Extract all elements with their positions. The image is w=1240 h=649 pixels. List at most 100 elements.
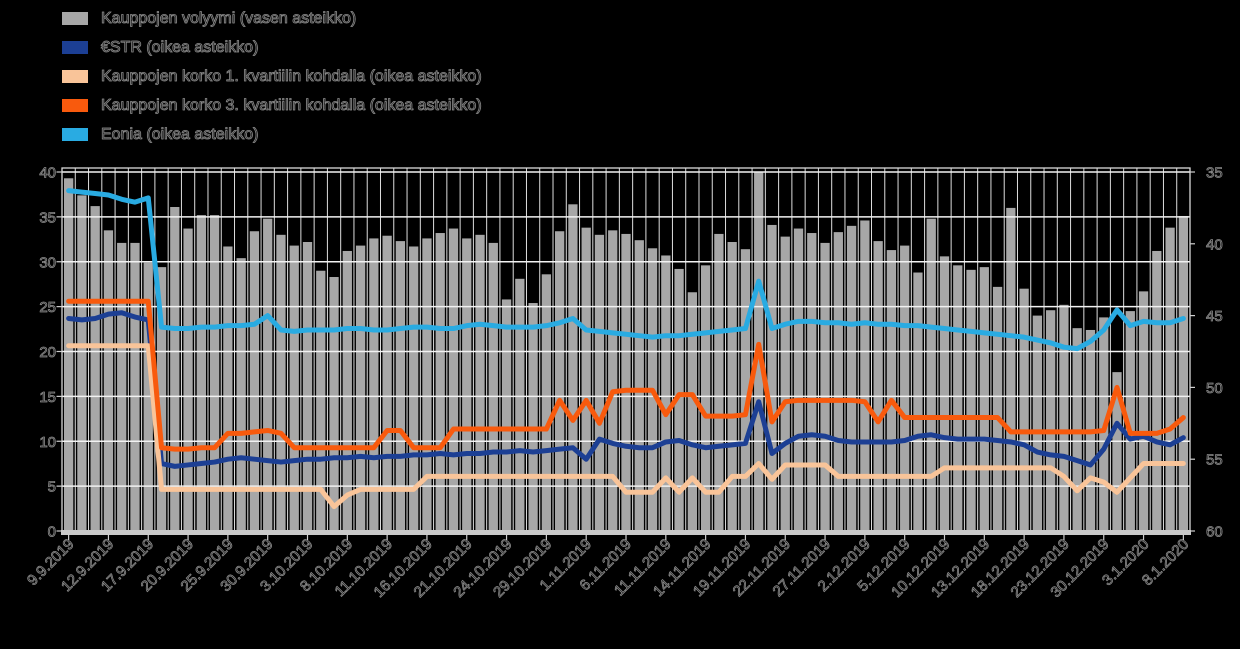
volume-bar: [196, 215, 206, 531]
volume-bar: [913, 272, 923, 531]
volume-bar: [90, 206, 100, 531]
volume-bar: [767, 224, 777, 531]
right-axis-tick: 40: [1206, 236, 1223, 253]
volume-bar: [1006, 207, 1016, 531]
legend-swatch-icon: [62, 128, 88, 141]
legend-label: Eonia (oikea asteikko): [101, 125, 259, 143]
volume-bar: [939, 256, 950, 531]
volume-bar: [435, 233, 445, 531]
volume-bar: [687, 292, 697, 531]
volume-bar: [634, 240, 644, 531]
volume-bar: [209, 215, 220, 531]
left-axis-tick: 15: [39, 389, 56, 406]
volume-bar: [77, 195, 87, 531]
x-axis-labels: 9.9.201912.9.201917.9.201920.9.201925.9.…: [24, 535, 1193, 601]
legend-item: Kauppojen korko 1. kvartiilin kohdalla (…: [62, 62, 482, 91]
volume-bar: [329, 277, 339, 531]
right-axis-tick: 45: [1206, 308, 1223, 325]
legend-swatch-icon: [62, 41, 88, 54]
volume-bar: [488, 242, 498, 531]
line-q1: [66, 343, 1186, 510]
right-axis-tick: 35: [1206, 165, 1223, 182]
volume-bar: [130, 242, 140, 531]
right-axis-tick: 60: [1206, 524, 1223, 541]
volume-bar: [117, 242, 127, 531]
legend-item: Kauppojen volyymi (vasen asteikko): [62, 4, 482, 33]
volume-bar: [409, 246, 419, 532]
volume-bar: [992, 286, 1003, 531]
volume-bar: [448, 228, 459, 532]
volume-bar: [1112, 372, 1122, 531]
bars-series: [64, 172, 1188, 532]
legend-item: Kauppojen korko 3. kvartiilin kohdalla (…: [62, 91, 482, 120]
legend-label: €STR (oikea asteikko): [101, 38, 259, 56]
volume-bar: [700, 265, 711, 531]
volume-bar: [1032, 315, 1043, 531]
legend-swatch-icon: [62, 99, 88, 112]
legend-item: €STR (oikea asteikko): [62, 33, 482, 62]
volume-bar: [475, 234, 485, 531]
volume-bar: [979, 267, 989, 531]
volume-bar: [528, 303, 538, 531]
line-q3: [66, 298, 1186, 452]
volume-bar: [1138, 291, 1149, 531]
right-axis-tick: 55: [1206, 452, 1223, 469]
left-axis-tick: 20: [39, 344, 56, 361]
volume-bar: [183, 228, 193, 532]
volume-bar: [263, 218, 273, 532]
volume-bar: [170, 207, 180, 531]
volume-bar: [953, 265, 963, 531]
left-axis-tick: 0: [48, 524, 56, 541]
line-eonia: [66, 188, 1186, 352]
volume-bar: [1152, 250, 1162, 532]
volume-bar: [846, 225, 857, 531]
x-axis-line: [61, 530, 1191, 535]
volume-bar: [103, 230, 114, 531]
legend-swatch-icon: [62, 12, 88, 25]
volume-bar: [64, 178, 74, 531]
left-axis-tick: 30: [39, 254, 56, 271]
chart-legend: Kauppojen volyymi (vasen asteikko) €STR (…: [62, 4, 482, 149]
volume-bar: [793, 228, 804, 532]
volume-bar: [820, 242, 830, 531]
vertical-gridlines: [61, 168, 1191, 531]
volume-bar: [382, 235, 392, 531]
volume-bar: [1019, 288, 1029, 531]
volume-bar: [342, 250, 352, 532]
volume-bar: [674, 268, 684, 531]
volume-bar: [422, 238, 432, 532]
volume-bar: [594, 234, 605, 531]
left-axis-tick: 35: [39, 209, 56, 226]
volume-bar: [661, 255, 671, 531]
volume-bar: [302, 242, 313, 531]
line-estr: [66, 310, 1186, 469]
volume-bar: [515, 278, 525, 531]
left-axis-tick: 10: [39, 434, 56, 451]
volume-bar: [316, 270, 326, 531]
volume-bar: [1165, 227, 1175, 531]
volume-bar: [926, 218, 936, 532]
left-axis-tick: 40: [39, 165, 56, 182]
legend-swatch-icon: [62, 70, 88, 83]
volume-bar: [236, 258, 246, 531]
volume-bar: [369, 238, 379, 532]
volume-bar: [1059, 304, 1069, 531]
volume-bar: [727, 242, 737, 531]
left-axis-tick: 25: [39, 299, 56, 316]
volume-bar: [249, 231, 260, 532]
volume-bar: [462, 238, 472, 532]
volume-bar: [501, 299, 512, 531]
legend-label: Kauppojen korko 3. kvartiilin kohdalla (…: [101, 96, 482, 114]
volume-bar: [289, 245, 299, 531]
legend-label: Kauppojen volyymi (vasen asteikko): [101, 9, 357, 27]
volume-bar: [714, 233, 724, 531]
right-axis-labels: 35 40 45 50 55 60: [1206, 164, 1223, 541]
volume-bar: [621, 233, 631, 531]
legend-item: Eonia (oikea asteikko): [62, 120, 482, 149]
volume-bar: [555, 231, 565, 532]
volume-bar: [860, 220, 870, 531]
volume-bar: [568, 204, 578, 531]
volume-bar: [581, 227, 591, 531]
